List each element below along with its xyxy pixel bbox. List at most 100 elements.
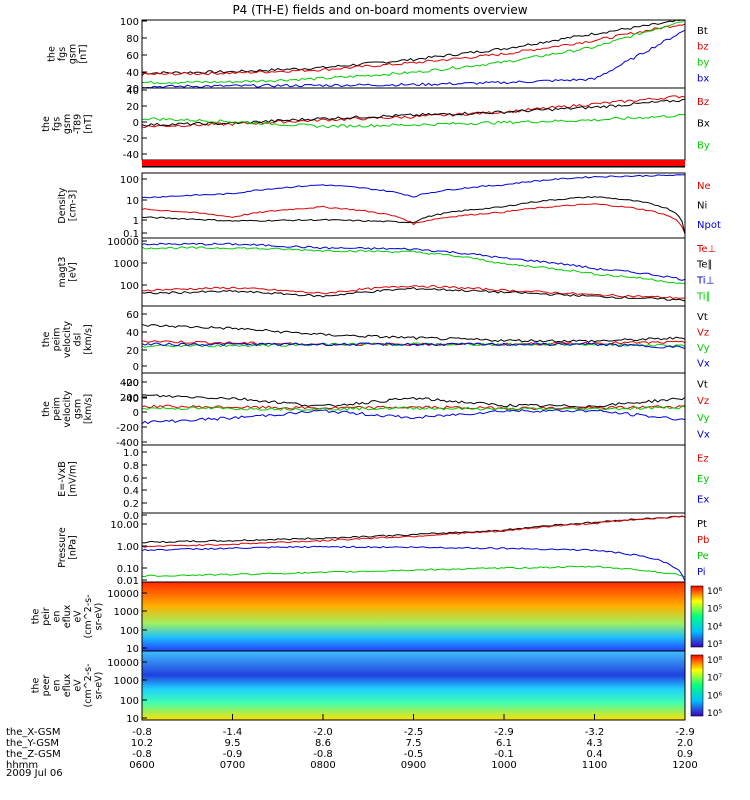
series-Bz <box>141 95 686 129</box>
series-Vy <box>141 342 686 348</box>
colorbar-peer-eflux <box>690 654 704 717</box>
legend-entry: Bx <box>697 119 710 130</box>
x-row-value: 4.3 <box>587 738 603 749</box>
y-tick-label: 1000 <box>114 676 139 687</box>
y-axis-label: velocity <box>62 390 73 428</box>
x-row-value: 10.2 <box>131 738 153 749</box>
series-Pt <box>141 515 686 544</box>
y-tick-label: 0.1 <box>123 229 139 240</box>
series-Vt <box>141 394 686 408</box>
y-tick-label: 0.6 <box>123 474 139 485</box>
series-By <box>141 113 686 129</box>
legend-entry: Bt <box>697 26 708 37</box>
y-axis-label: E=-VxB <box>57 461 68 496</box>
panel-temperature: 10000 1000 100 magt3 [eV] Te⊥ Te∥ Ti⊥ Ti∥ <box>57 237 716 307</box>
panel-frame <box>141 444 686 514</box>
y-tick-label: 1.0 <box>123 448 139 459</box>
legend-entry: by <box>697 58 709 69</box>
x-row-value: -0.8 <box>132 749 152 760</box>
panel-peer-eflux: 10⁸ 10⁷ 10⁶ 10⁵ 10000 1000 100 10 the peer en eflux… <box>31 650 722 725</box>
y-tick-label: -40 <box>123 394 139 405</box>
y-axis-label: eV <box>73 610 84 623</box>
y-tick-label: -400 <box>116 438 139 449</box>
x-row-value: 6.1 <box>496 738 512 749</box>
legend-entry: Pb <box>697 535 709 546</box>
series-Pe <box>141 565 686 578</box>
y-axis-label: en <box>52 611 63 623</box>
series-Ti∥ <box>141 246 686 285</box>
legend-entry: Pe <box>697 551 709 562</box>
y-tick-label: 200 <box>120 393 139 404</box>
y-tick-label: 20 <box>126 84 139 95</box>
series-Pi <box>141 545 686 582</box>
x-row-value: 0.4 <box>587 749 603 760</box>
y-axis-label: (cm^2-s- <box>83 664 94 708</box>
y-axis-label: sr-eV) <box>94 672 105 700</box>
y-axis-label: en <box>52 680 63 692</box>
series-Pb <box>141 515 686 548</box>
legend-entry: Vy <box>697 343 710 354</box>
series-bx <box>141 29 686 89</box>
x-row-value: -2.9 <box>675 727 695 738</box>
legend-entry: Ex <box>697 495 709 506</box>
x-row-label: hhmm <box>6 760 38 771</box>
legend-entry: Ni <box>697 201 707 212</box>
legend-entry: Vt <box>697 379 708 390</box>
legend-entry: Ey <box>697 474 709 485</box>
flag-separator <box>142 166 685 168</box>
y-tick-label: 0.8 <box>123 461 139 472</box>
y-axis-label: gsm <box>62 114 73 134</box>
colorbar-tick: 10⁶ <box>707 587 722 597</box>
panel-density: 100 10 1 0.1 Density [cm-3] Ne Ni Npot <box>57 172 721 240</box>
y-tick-label: 40 <box>126 328 139 339</box>
series-by <box>141 19 686 85</box>
panel-frame <box>141 172 686 239</box>
legend-entry: Ti⊥ <box>696 276 714 287</box>
spectrogram-peer-eflux <box>142 651 685 720</box>
legend-entry: By <box>697 141 710 152</box>
y-tick-label: 1000 <box>114 607 139 618</box>
y-tick-label: 60 <box>126 51 139 62</box>
x-row-value: 0800 <box>310 760 335 771</box>
y-axis-label: the <box>41 116 52 132</box>
legend-entry: Te⊥ <box>696 244 716 255</box>
x-row-value: -3.2 <box>585 727 605 738</box>
y-tick-label: 10000 <box>107 589 139 600</box>
y-tick-label: 100 <box>120 175 139 186</box>
y-tick-label: 0.10 <box>117 564 139 575</box>
legend-entry: Pt <box>697 519 707 530</box>
y-axis-label: sr-eV) <box>94 603 105 631</box>
y-axis-label: [nT] <box>78 44 89 63</box>
x-row-value: -0.8 <box>313 749 333 760</box>
y-tick-label: 0.0 <box>123 511 139 522</box>
x-row-value: -0.1 <box>494 749 514 760</box>
series-Bt <box>141 19 686 75</box>
y-tick-label: 20 <box>126 102 139 113</box>
panel-peir-eflux: 10⁶ 10⁵ 10⁴ 10³ 10000 1000 100 10 the peir en eflux… <box>31 581 722 655</box>
y-tick-label: -20 <box>123 134 139 145</box>
colorbar-tick: 10⁵ <box>707 709 722 719</box>
y-tick-label: 1000 <box>114 259 139 270</box>
y-tick-label: 60 <box>126 310 139 321</box>
y-tick-label: 1 <box>133 216 139 227</box>
y-tick-label: 400 <box>120 378 139 389</box>
y-tick-label: 20 <box>126 346 139 357</box>
x-row-value: -0.5 <box>404 749 424 760</box>
panel-frame <box>141 19 686 89</box>
series-Ti⊥ <box>141 242 686 281</box>
x-row-value: -2.9 <box>494 727 514 738</box>
legend-entry: Vz <box>697 327 709 338</box>
y-tick-label: 10 <box>126 644 139 655</box>
date-label: 2009 Jul 06 <box>6 768 63 779</box>
x-row-label: the_Y-GSM <box>6 738 59 749</box>
x-row-value: 2.0 <box>677 738 693 749</box>
y-axis-label: eflux <box>62 673 73 697</box>
x-row-value: 0900 <box>401 760 426 771</box>
panel-e-field: 1.0 0.8 0.60.4 0.20.0 E=-VxB [mV/m] Ez Ey Ex <box>57 444 709 522</box>
y-axis-label: eV <box>73 679 84 692</box>
y-tick-label: 100 <box>120 17 139 28</box>
series-Vx <box>141 409 686 425</box>
x-row-value: -0.9 <box>223 749 243 760</box>
